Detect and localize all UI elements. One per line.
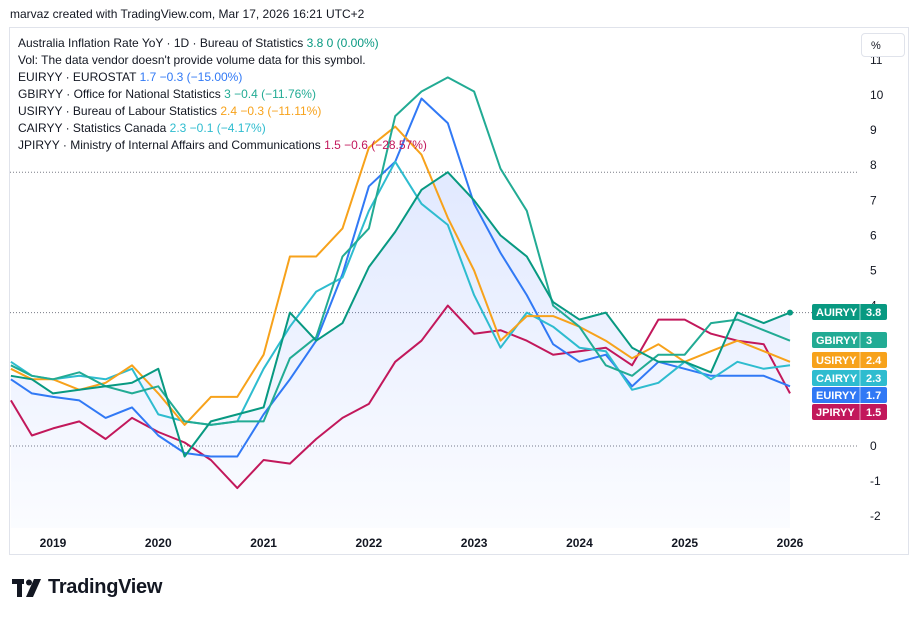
brand-name: TradingView <box>48 576 163 598</box>
main-series-area <box>10 172 790 528</box>
x-tick-label: 2024 <box>566 536 593 550</box>
y-tick-label: -2 <box>870 509 881 523</box>
legend-main-name: Australia Inflation Rate YoY · 1D · Bure… <box>18 36 304 50</box>
series-line-gbiryy[interactable] <box>10 76 791 426</box>
percent-scale-button[interactable]: % <box>861 33 905 57</box>
price-label-name: JPIRYY <box>816 407 855 419</box>
price-label-jpiryy: JPIRYY 1.5 <box>812 404 887 420</box>
chart-legend: Australia Inflation Rate YoY · 1D · Bure… <box>18 35 427 154</box>
x-tick-label: 2023 <box>461 536 488 550</box>
legend-series-change: −0.3 (−15.00%) <box>159 70 243 84</box>
legend-series-value: 2.3 <box>169 121 187 135</box>
x-tick-label: 2021 <box>250 536 277 550</box>
x-tick-label: 2022 <box>356 536 383 550</box>
tradingview-brand[interactable]: TradingView <box>12 576 162 599</box>
legend-compare-ca[interactable]: CAIRYY · Statistics Canada 2.3 −0.1 (−4.… <box>18 120 427 137</box>
legend-compare-us[interactable]: USIRYY · Bureau of Labour Statistics 2.4… <box>18 103 427 120</box>
legend-series-value: 3 <box>224 87 231 101</box>
price-label-value: 1.5 <box>866 407 881 419</box>
y-tick-label: 6 <box>870 228 877 242</box>
price-label-name: AUIRYY <box>816 307 858 319</box>
price-label-euiryy: EUIRYY 1.7 <box>812 387 887 403</box>
y-tick-label: 5 <box>870 264 877 278</box>
legend-series-name: JPIRYY · Ministry of Internal Affairs an… <box>18 138 321 152</box>
legend-compare-jp[interactable]: JPIRYY · Ministry of Internal Affairs an… <box>18 137 427 154</box>
legend-series-name: EUIRYY · EUROSTAT <box>18 70 137 84</box>
series-line-usiryy[interactable] <box>10 125 791 426</box>
price-label-auiryy: AUIRYY 3.8 <box>812 304 887 320</box>
legend-volume-note: Vol: The data vendor doesn't provide vol… <box>18 53 366 67</box>
legend-series-change: −0.4 (−11.76%) <box>234 87 316 101</box>
legend-series-value: 1.5 <box>324 138 341 152</box>
legend-series-name: GBIRYY · Office for National Statistics <box>18 87 221 101</box>
y-tick-label: -1 <box>870 474 881 488</box>
price-label-value: 1.7 <box>866 390 881 402</box>
legend-series-value: 2.4 <box>220 104 238 118</box>
legend-main-change: 0 (0.00%) <box>326 36 379 50</box>
y-tick-label: 7 <box>870 193 877 207</box>
legend-series-name: CAIRYY · Statistics Canada <box>18 121 167 135</box>
x-tick-label: 2019 <box>40 536 67 550</box>
price-label-value: 3 <box>866 335 872 347</box>
chart-frame <box>9 27 909 555</box>
series-line-auiryy[interactable] <box>10 171 791 458</box>
legend-series-name: USIRYY · Bureau of Labour Statistics <box>18 104 217 118</box>
legend-compare-eu[interactable]: EUIRYY · EUROSTAT 1.7 −0.3 (−15.00%) <box>18 69 427 86</box>
chart-caption: marvaz created with TradingView.com, Mar… <box>10 7 365 21</box>
x-tick-label: 2020 <box>145 536 172 550</box>
main-last-point <box>787 309 793 316</box>
legend-main-row[interactable]: Australia Inflation Rate YoY · 1D · Bure… <box>18 35 427 52</box>
price-label-name: GBIRYY <box>816 335 858 347</box>
price-label-name: CAIRYY <box>816 373 858 385</box>
legend-series-change: −0.1 (−4.17%) <box>189 121 266 135</box>
y-tick-label: 9 <box>870 123 877 137</box>
tradingview-logo-icon <box>12 578 41 597</box>
price-label-name: USIRYY <box>816 355 857 367</box>
price-label-value: 2.3 <box>866 373 881 385</box>
y-tick-label: 8 <box>870 158 877 172</box>
legend-series-value: 1.7 <box>139 70 157 84</box>
series-line-jpiryy[interactable] <box>10 304 791 490</box>
legend-main-value: 3.8 <box>306 36 324 50</box>
x-tick-label: 2026 <box>777 536 804 550</box>
y-tick-label: 10 <box>870 88 884 102</box>
series-line-cairyy[interactable] <box>10 160 791 426</box>
legend-compare-gb[interactable]: GBIRYY · Office for National Statistics … <box>18 86 427 103</box>
price-label-gbiryy: GBIRYY 3 <box>812 332 887 348</box>
price-label-cairyy: CAIRYY 2.3 <box>812 370 887 386</box>
x-tick-label: 2025 <box>671 536 698 550</box>
price-label-usiryy: USIRYY 2.4 <box>812 352 887 368</box>
price-label-name: EUIRYY <box>816 390 857 402</box>
price-label-value: 2.4 <box>866 355 882 367</box>
legend-series-change: −0.3 (−11.11%) <box>240 104 322 118</box>
legend-series-change: −0.6 (−28.57%) <box>344 138 427 152</box>
price-label-value: 3.8 <box>866 307 881 319</box>
y-tick-label: 0 <box>870 439 877 453</box>
